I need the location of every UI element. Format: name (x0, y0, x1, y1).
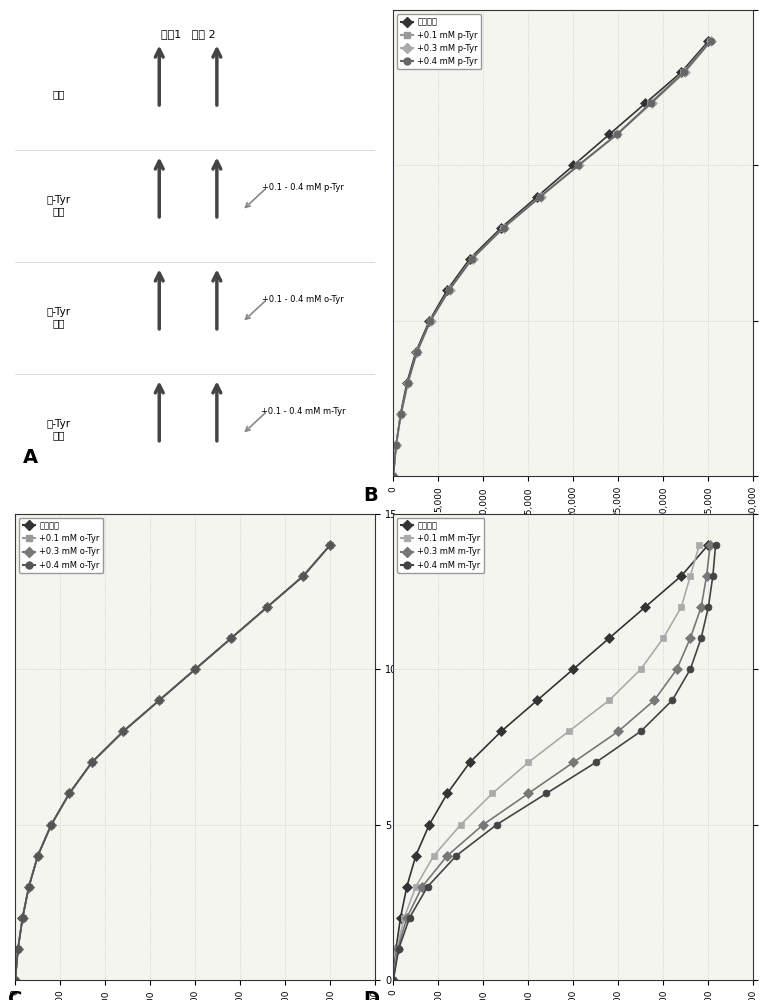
Text: A: A (22, 448, 37, 467)
Text: 间-Tyr
补充: 间-Tyr 补充 (46, 419, 71, 441)
Text: 进料1   进料 2: 进料1 进料 2 (161, 29, 215, 39)
Text: 对照: 对照 (53, 89, 65, 99)
Text: D: D (363, 990, 379, 1000)
Legend: 阳性对照, +0.1 mM o-Tyr, +0.3 mM o-Tyr, +0.4 mM o-Tyr: 阳性对照, +0.1 mM o-Tyr, +0.3 mM o-Tyr, +0.4… (19, 518, 103, 573)
Text: +0.1 - 0.4 mM p-Tyr: +0.1 - 0.4 mM p-Tyr (263, 183, 344, 192)
Text: C: C (8, 990, 22, 1000)
Text: B: B (363, 486, 377, 505)
Legend: 阳性对照, +0.1 mM m-Tyr, +0.3 mM m-Tyr, +0.4 mM m-Tyr: 阳性对照, +0.1 mM m-Tyr, +0.3 mM m-Tyr, +0.4… (397, 518, 484, 573)
Text: 邻-Tyr
补充: 邻-Tyr 补充 (46, 307, 71, 329)
Legend: 阳性对照, +0.1 mM p-Tyr, +0.3 mM p-Tyr, +0.4 mM p-Tyr: 阳性对照, +0.1 mM p-Tyr, +0.3 mM p-Tyr, +0.4… (397, 14, 482, 69)
Text: +0.1 - 0.4 mM o-Tyr: +0.1 - 0.4 mM o-Tyr (263, 295, 344, 304)
Text: +0.1 - 0.4 mM m-Tyr: +0.1 - 0.4 mM m-Tyr (261, 407, 345, 416)
X-axis label: CTI [e5 细胞*h/mL]: CTI [e5 细胞*h/mL] (532, 522, 615, 532)
Y-axis label: 过程时间[d]: 过程时间[d] (402, 728, 412, 766)
Text: 对-Tyr
补充: 对-Tyr 补充 (46, 195, 71, 217)
